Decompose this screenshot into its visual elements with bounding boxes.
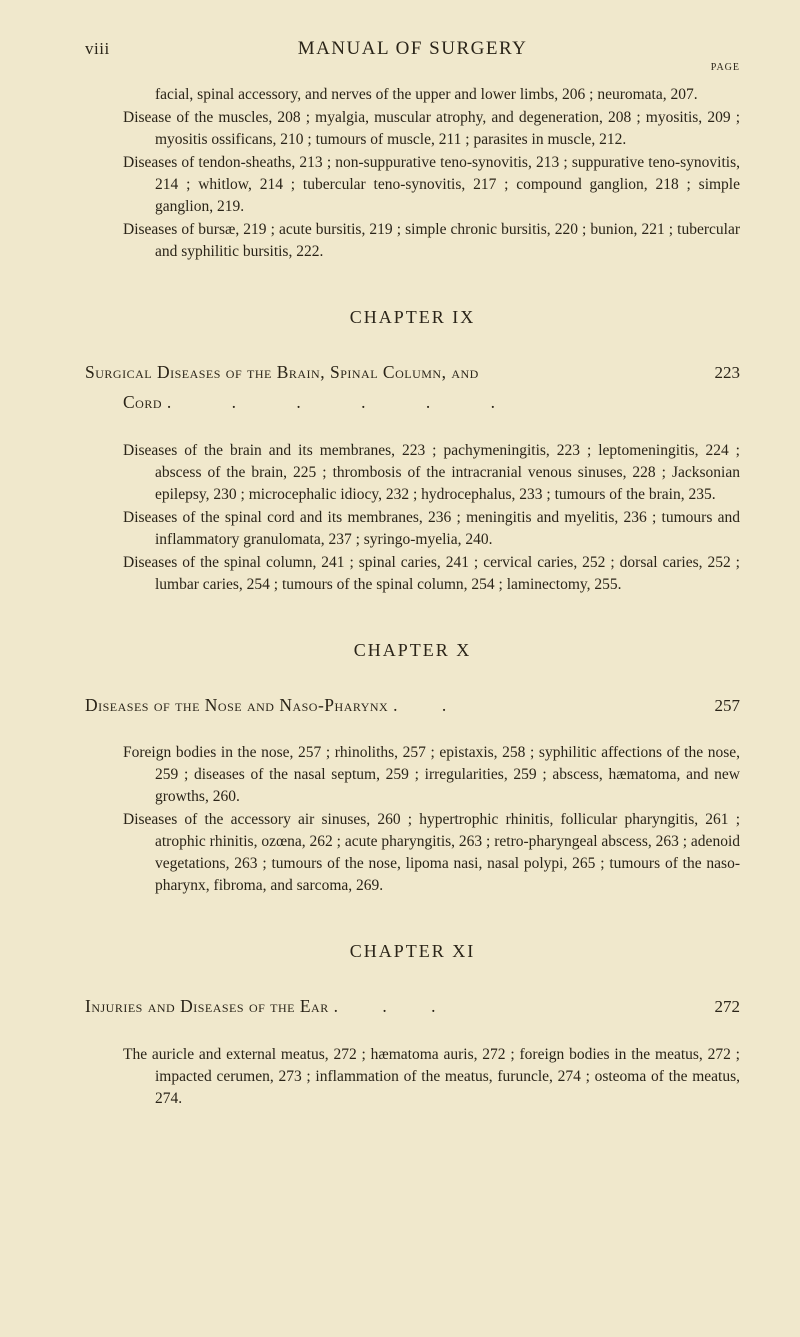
continuation-block: facial, spinal accessory, and nerves of … [85,84,740,263]
leader-dots: . . . [334,996,456,1016]
chapter-title-line2: Cord [123,392,162,412]
toc-entry: Diseases of the spinal cord and its memb… [155,507,740,551]
chapter-title: Surgical Diseases of the Brain, Spinal C… [85,358,703,418]
chapter-page-number: 257 [715,696,741,716]
chapter-heading: CHAPTER IX [85,307,740,328]
chapter-title-line1: Surgical Diseases of the Brain, Spinal C… [85,362,479,382]
chapter-entries: Foreign bodies in the nose, 257 ; rhinol… [85,742,740,897]
toc-entry: Diseases of the brain and its membranes,… [155,440,740,506]
chapter-title-text: Diseases of the Nose and Naso-Pharynx [85,695,388,715]
chapter-entries: Diseases of the brain and its membranes,… [85,440,740,596]
leader-dots: . . . . . . [167,392,523,412]
toc-entry: Disease of the muscles, 208 ; myalgia, m… [155,107,740,151]
chapter-title-text: Injuries and Diseases of the Ear [85,996,329,1016]
chapter-entries: The auricle and external meatus, 272 ; h… [85,1044,740,1110]
toc-entry: Diseases of tendon-sheaths, 213 ; non-su… [155,152,740,218]
toc-entry: Diseases of the spinal column, 241 ; spi… [155,552,740,596]
chapter-title: Diseases of the Nose and Naso-Pharynx . … [85,691,703,721]
running-head: MANUAL OF SURGERY [125,38,740,60]
chapter-title-row: Diseases of the Nose and Naso-Pharynx . … [85,691,740,721]
chapter-heading: CHAPTER X [85,640,740,661]
chapter-title-row: Surgical Diseases of the Brain, Spinal C… [85,358,740,418]
toc-entry: The auricle and external meatus, 272 ; h… [155,1044,740,1110]
toc-entry: Diseases of the accessory air sinuses, 2… [155,809,740,897]
chapter-page-number: 272 [715,997,741,1017]
chapter-heading: CHAPTER XI [85,941,740,962]
chapter-page-number: 223 [715,363,741,383]
page-label: PAGE [711,62,740,73]
leader-dots: . . [393,695,466,715]
toc-entry: facial, spinal accessory, and nerves of … [155,84,740,106]
toc-entry: Diseases of bursæ, 219 ; acute bursitis,… [155,219,740,263]
page-roman-numeral: viii [85,39,125,59]
chapter-title: Injuries and Diseases of the Ear . . . [85,992,703,1022]
toc-entry: Foreign bodies in the nose, 257 ; rhinol… [155,742,740,808]
chapter-title-row: Injuries and Diseases of the Ear . . . 2… [85,992,740,1022]
page-header: viii MANUAL OF SURGERY [85,38,740,60]
